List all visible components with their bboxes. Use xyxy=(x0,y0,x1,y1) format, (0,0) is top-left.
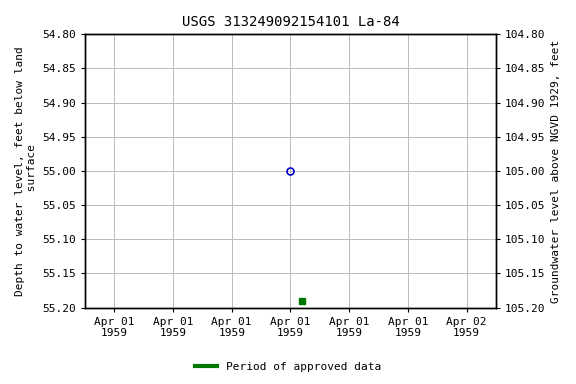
Title: USGS 313249092154101 La-84: USGS 313249092154101 La-84 xyxy=(181,15,399,29)
Legend: Period of approved data: Period of approved data xyxy=(191,358,385,377)
Y-axis label: Depth to water level, feet below land
 surface: Depth to water level, feet below land su… xyxy=(15,46,37,296)
Y-axis label: Groundwater level above NGVD 1929, feet: Groundwater level above NGVD 1929, feet xyxy=(551,40,561,303)
